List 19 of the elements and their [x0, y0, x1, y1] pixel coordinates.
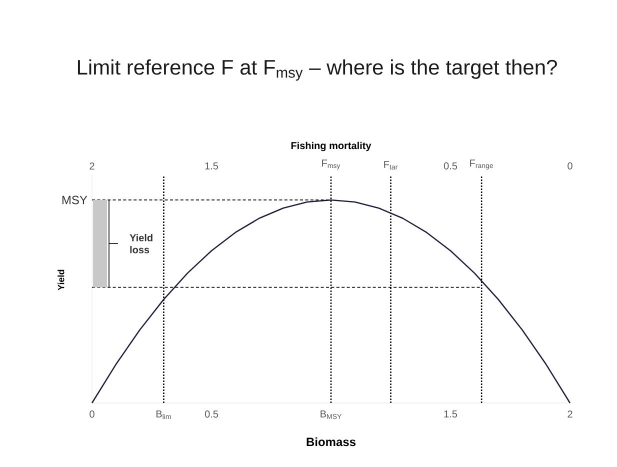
annotation: Yield loss [130, 234, 152, 254]
x2-tick-label: 0 [568, 162, 572, 170]
x-axis-title: Biomass [306, 437, 356, 446]
chart-title: Limit reference F at F$_{msy}$ – where is the target then? [78, 59, 557, 81]
x-tick-label: B$_{lim}$ [156, 410, 171, 420]
annotation: MSY [62, 196, 88, 204]
x2-axis-title: Fishing mortality [291, 142, 372, 152]
x-tick-label: 0.5 [204, 410, 218, 418]
x2-tick-label: F$_{tar}$ [384, 161, 398, 170]
y-axis-title: Yield [58, 270, 64, 290]
x-tick-label: 1.5 [444, 410, 458, 418]
x2-tick-label: F$_{range}$ [470, 160, 494, 170]
x-tick-label: 2 [568, 410, 572, 418]
x2-tick-label: 0.5 [444, 162, 458, 170]
x2-tick-label: F$_{msy}$ [322, 160, 340, 170]
x2-tick-label: 1.5 [205, 162, 218, 170]
x-tick-label: 0 [90, 410, 94, 418]
x2-tick-label: 2 [90, 162, 94, 170]
x-tick-label: B$_{MSY}$ [320, 410, 342, 419]
